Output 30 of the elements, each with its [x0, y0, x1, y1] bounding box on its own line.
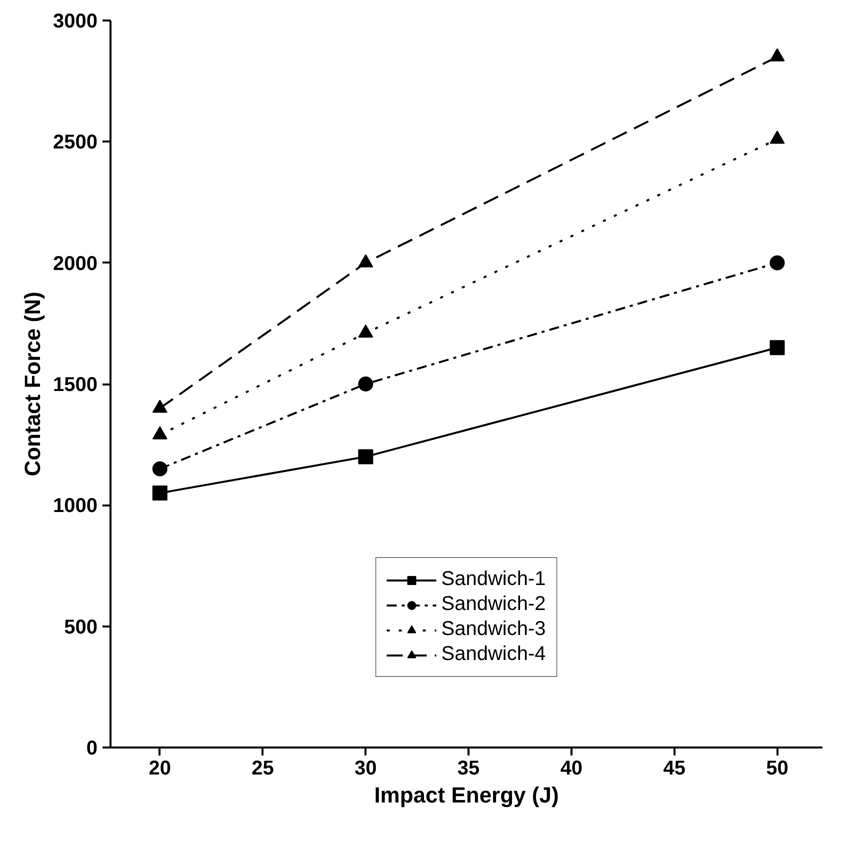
- point: [358, 324, 374, 338]
- point: [152, 461, 168, 476]
- y-tick-label: 2500: [53, 132, 98, 154]
- y-tick-label: 1000: [53, 495, 98, 518]
- x-tick-label: 40: [560, 758, 583, 780]
- x-tick-label: 30: [354, 758, 377, 780]
- y-tick-label: 2000: [53, 252, 98, 275]
- point: [770, 48, 785, 62]
- point: [770, 255, 785, 270]
- y-tick-label: 500: [64, 616, 98, 638]
- legend-label: Sandwich-2: [441, 593, 546, 616]
- x-tick-label: 25: [252, 758, 274, 780]
- point: [770, 340, 785, 356]
- point: [358, 449, 374, 464]
- x-tick-label: 50: [766, 758, 788, 780]
- legend-label: Sandwich-1: [441, 568, 546, 591]
- x-axis-title: Impact Energy (J): [374, 782, 559, 808]
- legend-label: Sandwich-3: [441, 618, 546, 641]
- x-tick-label: 35: [457, 758, 480, 780]
- y-tick-label: 1500: [53, 374, 98, 396]
- point: [358, 254, 374, 268]
- legend-label: Sandwich-4: [441, 643, 546, 666]
- x-tick-label: 45: [663, 758, 686, 780]
- y-tick-label: 0: [86, 738, 98, 760]
- y-axis-title: Contact Force (N): [20, 292, 46, 476]
- x-tick-label: 20: [148, 758, 172, 780]
- y-tick-label: 3000: [53, 10, 98, 32]
- point: [152, 486, 168, 501]
- point: [770, 130, 785, 144]
- point: [358, 376, 374, 392]
